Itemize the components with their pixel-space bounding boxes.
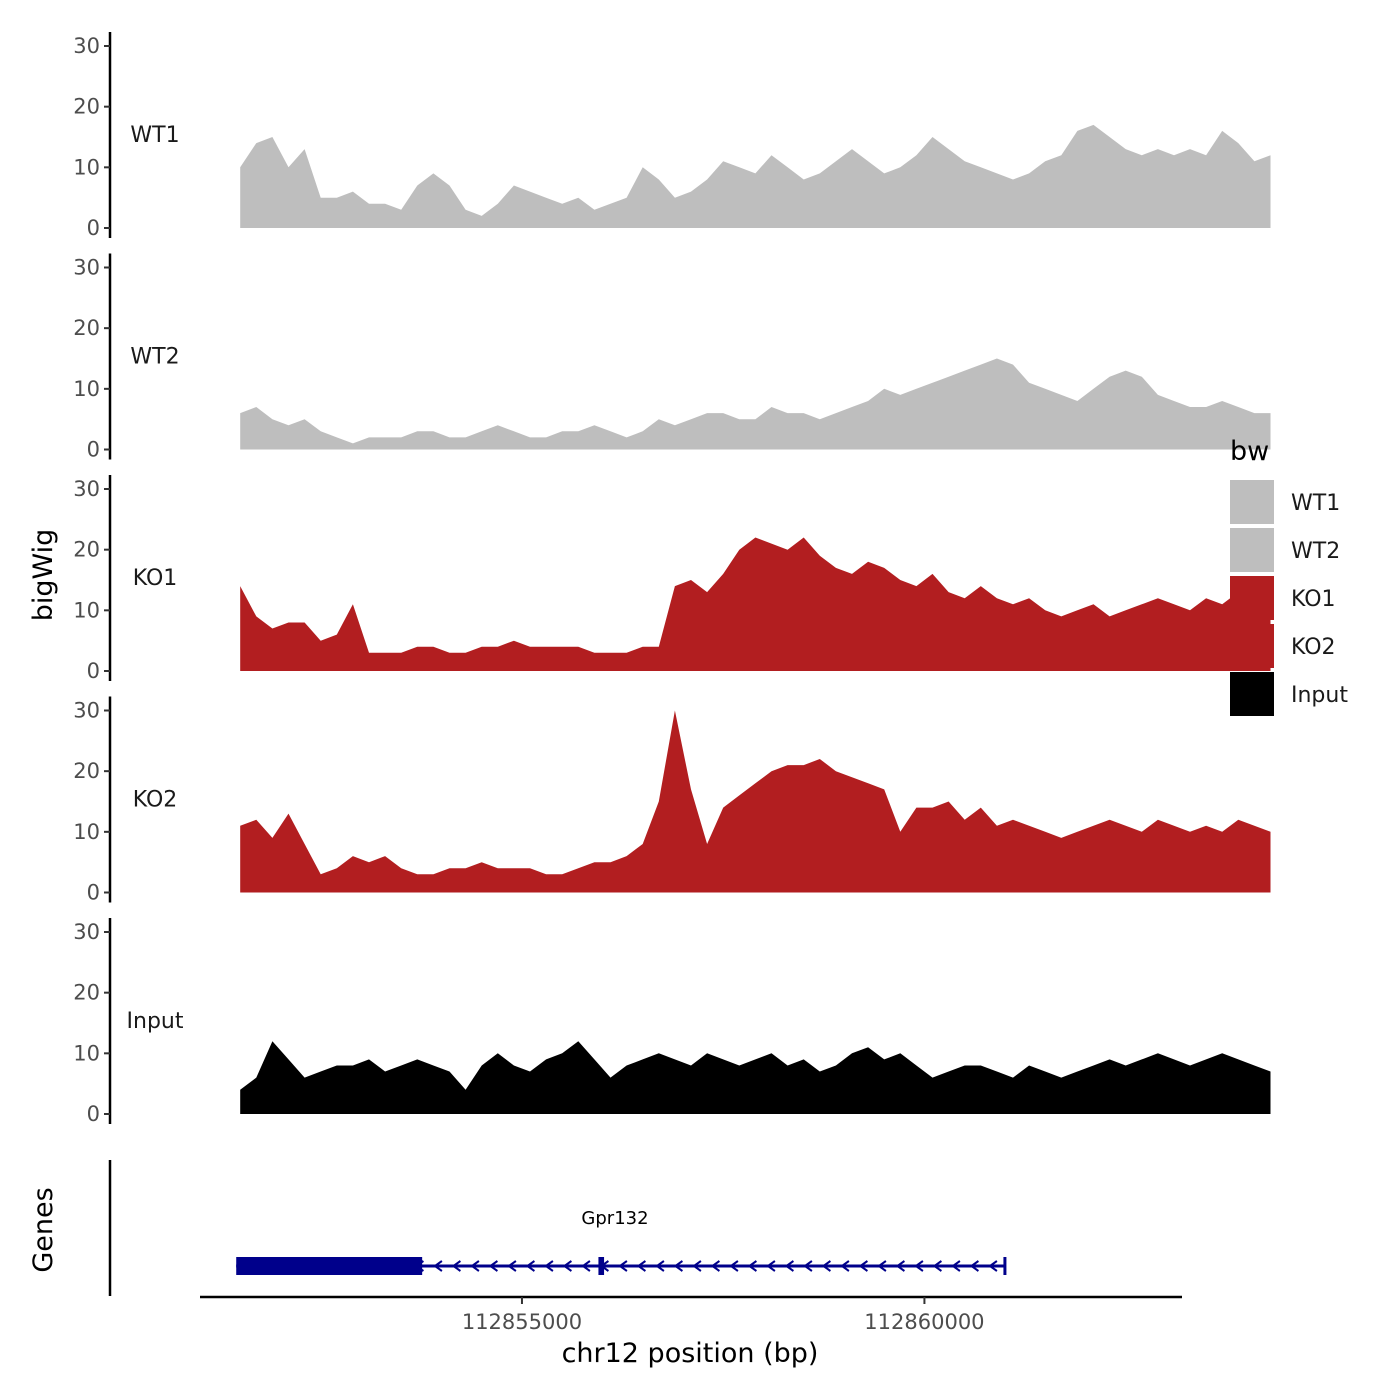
legend-key-wt1: [1230, 480, 1274, 524]
track-wt1: 0 10 20 30 WT1: [73, 32, 1271, 240]
y-tick-label: 0: [87, 216, 100, 240]
y-tick-label: 10: [73, 598, 100, 622]
strand-arrow: [655, 1260, 665, 1272]
strand-arrow: [988, 1260, 998, 1272]
x-tick-label: 112860000: [864, 1310, 984, 1334]
strand-arrow: [507, 1260, 517, 1272]
strand-arrow: [729, 1260, 739, 1272]
strand-arrow: [692, 1260, 702, 1272]
y-tick-label: 30: [73, 34, 100, 58]
legend-title: bw: [1230, 436, 1269, 467]
legend-label-ko1: KO1: [1291, 587, 1336, 612]
legend-label-ko2: KO2: [1291, 635, 1336, 660]
legend: bw WT1 WT2 KO1 KO2 Input: [1230, 436, 1348, 716]
signal-area-ko1: [240, 537, 1271, 671]
signal-area-ko2: [240, 710, 1271, 893]
legend-label-wt2: WT2: [1291, 539, 1340, 564]
legend-label-wt1: WT1: [1291, 491, 1340, 516]
y-tick-label: 0: [87, 1102, 100, 1126]
y-tick-label: 10: [73, 155, 100, 179]
track-label: KO2: [133, 788, 178, 813]
strand-arrow: [821, 1260, 831, 1272]
y-tick-label: 20: [73, 759, 100, 783]
strand-arrow: [673, 1260, 683, 1272]
strand-arrow: [877, 1260, 887, 1272]
strand-arrow: [803, 1260, 813, 1272]
signal-tracks: 0 10 20 30 WT1 0 10 20 30 WT2 0 10 20 30 KO1 0 10 20 30 KO2…: [73, 32, 1271, 1126]
y-axis-title: bigWig: [28, 529, 59, 622]
strand-arrow: [618, 1260, 628, 1272]
y-tick-label: 0: [87, 881, 100, 905]
y-tick-label: 10: [73, 377, 100, 401]
x-tick-label: 112855000: [462, 1310, 582, 1334]
y-tick-label: 30: [73, 477, 100, 501]
strand-arrow: [747, 1260, 757, 1272]
strand-arrow: [969, 1260, 979, 1272]
signal-area-input: [240, 1041, 1271, 1114]
y-tick-label: 20: [73, 981, 100, 1005]
track-ko1: 0 10 20 30 KO1: [73, 475, 1271, 683]
track-label: KO1: [133, 566, 178, 591]
legend-key-input: [1230, 672, 1274, 716]
strand-arrow: [932, 1260, 942, 1272]
strand-arrow: [636, 1260, 646, 1272]
strand-arrow: [562, 1260, 572, 1272]
y-tick-label: 20: [73, 538, 100, 562]
signal-area-wt1: [240, 124, 1271, 228]
strand-arrow: [433, 1260, 443, 1272]
strand-arrow: [525, 1260, 535, 1272]
y-tick-label: 30: [73, 699, 100, 723]
track-label: WT1: [130, 123, 179, 148]
gene-exon: [598, 1257, 605, 1275]
y-tick-label: 30: [73, 256, 100, 280]
gene-exon: [236, 1257, 423, 1275]
strand-arrow: [840, 1260, 850, 1272]
legend-key-wt2: [1230, 528, 1274, 572]
strand-arrow: [488, 1260, 498, 1272]
strand-arrow: [470, 1260, 480, 1272]
track-ko2: 0 10 20 30 KO2: [73, 696, 1271, 905]
strand-arrow: [914, 1260, 924, 1272]
strand-arrow: [581, 1260, 591, 1272]
legend-key-ko2: [1230, 624, 1274, 668]
strand-arrow: [858, 1260, 868, 1272]
strand-arrow: [451, 1260, 461, 1272]
legend-label-input: Input: [1291, 683, 1348, 708]
signal-area-wt2: [240, 358, 1271, 450]
legend-key-ko1: [1230, 576, 1274, 620]
y-tick-label: 30: [73, 920, 100, 944]
gene-name-label: Gpr132: [581, 1208, 648, 1229]
gene-track-title: Genes: [28, 1187, 59, 1272]
gene-track: Gpr132: [108, 1160, 1007, 1296]
strand-arrow: [784, 1260, 794, 1272]
strand-arrow: [710, 1260, 720, 1272]
track-label: WT2: [130, 345, 179, 370]
strand-arrow: [766, 1260, 776, 1272]
y-tick-label: 10: [73, 820, 100, 844]
track-wt2: 0 10 20 30 WT2: [73, 253, 1271, 462]
y-tick-label: 0: [87, 438, 100, 462]
y-tick-label: 20: [73, 95, 100, 119]
strand-arrow: [895, 1260, 905, 1272]
y-tick-label: 0: [87, 659, 100, 683]
strand-arrow: [544, 1260, 554, 1272]
y-tick-label: 20: [73, 316, 100, 340]
strand-arrow: [951, 1260, 961, 1272]
x-axis-title: chr12 position (bp): [562, 1338, 819, 1369]
y-tick-label: 10: [73, 1041, 100, 1065]
track-label: Input: [127, 1009, 184, 1034]
x-axis: 112855000 112860000: [200, 1295, 1182, 1334]
track-input: 0 10 20 30 Input: [73, 918, 1271, 1126]
